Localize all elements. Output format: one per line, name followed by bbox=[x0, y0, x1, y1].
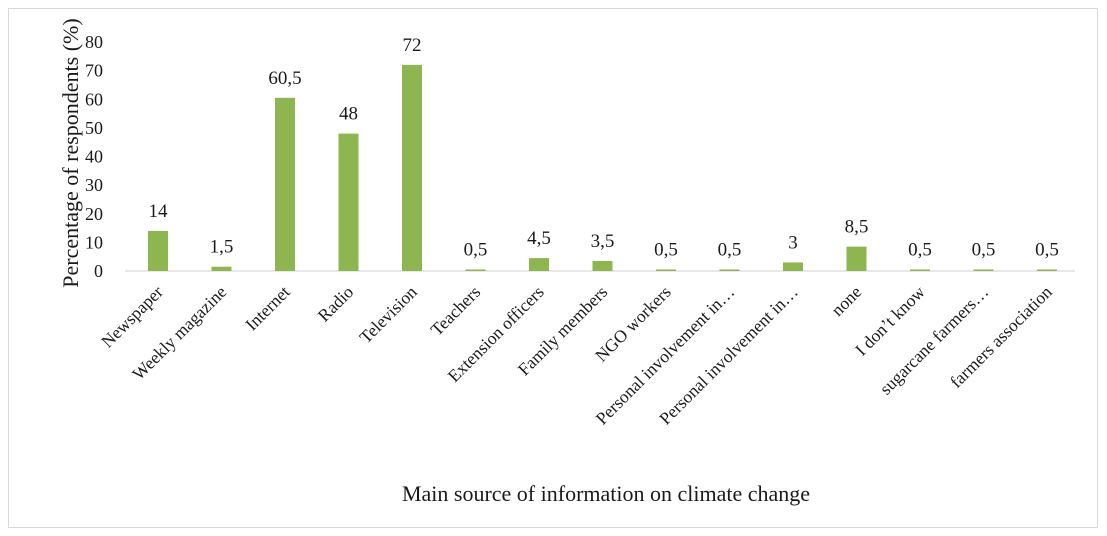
bar bbox=[275, 97, 295, 271]
chart-frame bbox=[8, 8, 1098, 528]
bar bbox=[719, 269, 740, 271]
data-label: 4,5 bbox=[527, 228, 551, 249]
bar bbox=[592, 260, 613, 271]
x-tick-label: Internet bbox=[241, 282, 294, 335]
data-label: 3 bbox=[788, 232, 798, 253]
data-label: 48 bbox=[339, 104, 358, 125]
data-label: 60,5 bbox=[268, 68, 301, 89]
bar bbox=[1037, 269, 1057, 271]
y-tick-label: 60 bbox=[85, 89, 103, 109]
bar bbox=[465, 269, 486, 271]
y-tick-label: 50 bbox=[85, 118, 103, 138]
bar bbox=[402, 64, 422, 272]
data-label: 8,5 bbox=[845, 217, 869, 238]
bar bbox=[338, 133, 359, 271]
bar bbox=[529, 258, 549, 271]
data-label: 72 bbox=[403, 35, 422, 56]
bar bbox=[910, 269, 930, 271]
data-labels: 14 1,5 60,5 48 72 0,5 4,5 3,5 0,5 0,5 3 8,5 0,5 0,5 0,… bbox=[149, 35, 1059, 261]
data-label: 0,5 bbox=[654, 240, 678, 261]
y-axis-title: Percentage of respondents (%) bbox=[58, 18, 83, 287]
data-label: 0,5 bbox=[718, 240, 742, 261]
data-label: 0,5 bbox=[972, 240, 996, 261]
y-tick-label: 20 bbox=[85, 204, 103, 224]
y-axis-ticks: 0 10 20 30 40 50 60 70 80 bbox=[85, 32, 103, 281]
data-label: 0,5 bbox=[908, 240, 932, 261]
bars bbox=[148, 64, 1057, 272]
data-label: 0,5 bbox=[464, 240, 488, 261]
y-tick-label: 10 bbox=[85, 232, 103, 252]
data-label: 0,5 bbox=[1035, 240, 1059, 261]
x-tick-label: Teachers bbox=[426, 282, 484, 340]
y-tick-label: 70 bbox=[85, 61, 103, 81]
y-tick-label: 40 bbox=[85, 147, 103, 167]
bar bbox=[656, 269, 676, 271]
x-axis-title: Main source of information on climate ch… bbox=[402, 481, 810, 506]
x-tick-label: Television bbox=[355, 282, 421, 348]
bar bbox=[783, 262, 803, 271]
data-label: 3,5 bbox=[591, 231, 615, 252]
data-label: 1,5 bbox=[210, 237, 234, 258]
x-tick-label: Radio bbox=[314, 282, 358, 326]
x-tick-label: sugarcane farmers… bbox=[875, 282, 992, 399]
bar bbox=[148, 230, 168, 271]
bar bbox=[973, 269, 994, 271]
bar bbox=[846, 246, 867, 271]
y-tick-label: 80 bbox=[85, 32, 103, 52]
x-tick-label: none bbox=[827, 282, 865, 320]
y-tick-label: 0 bbox=[94, 261, 103, 281]
data-label: 14 bbox=[149, 201, 169, 222]
y-tick-label: 30 bbox=[85, 175, 103, 195]
bar bbox=[211, 266, 232, 271]
